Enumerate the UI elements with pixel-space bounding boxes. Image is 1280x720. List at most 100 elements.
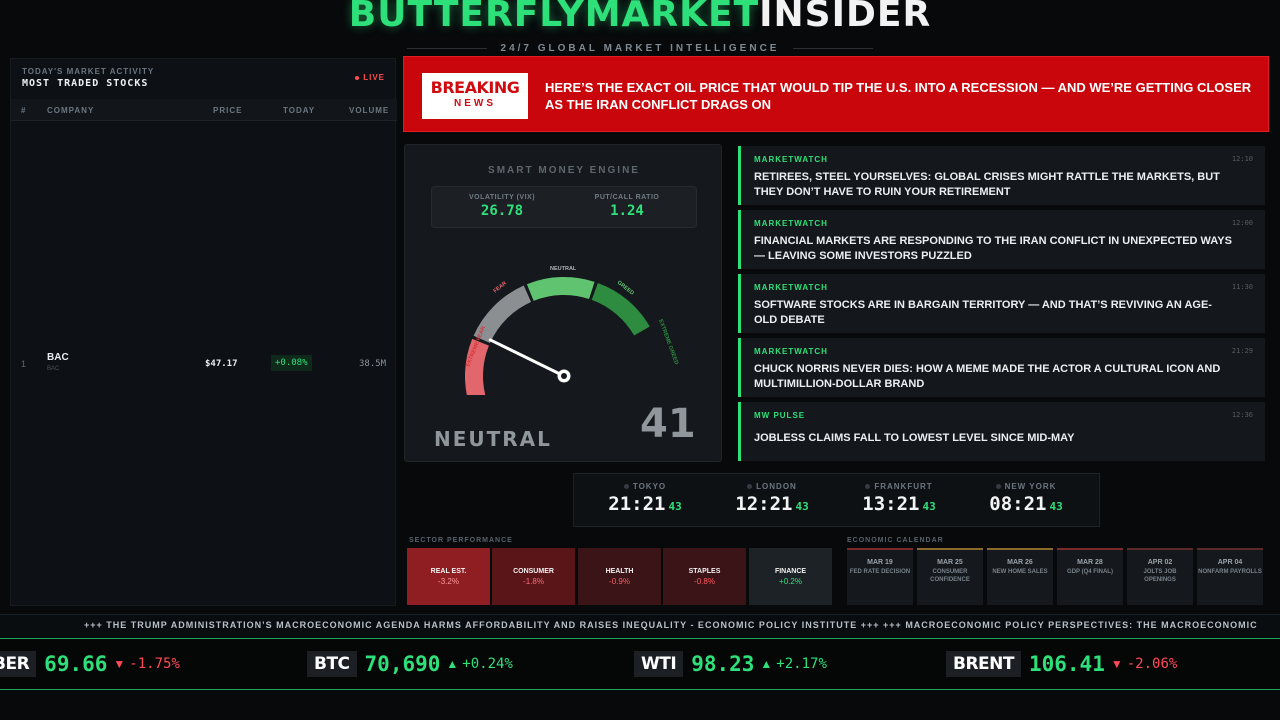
put-call-metric: PUT/CALL RATIO 1.24 <box>567 194 687 219</box>
breaking-news-badge: BREAKING NEWS <box>422 73 528 119</box>
calendar-event[interactable]: MAR 28 GDP (Q4 FINAL) <box>1057 548 1123 605</box>
sector-performance-title: SECTOR PERFORMANCE <box>409 537 513 544</box>
zone-label-extreme-greed: EXTREME GREED <box>657 319 679 366</box>
panel-title: MOST TRADED STOCKS <box>22 78 149 89</box>
sentiment-gauge: EXTREME FEAR FEAR NEUTRAL GREED EXTREME … <box>465 266 679 395</box>
sentiment-state: NEUTRAL <box>434 427 552 451</box>
sector-value: -1.8% <box>523 577 544 586</box>
sector-value: -0.8% <box>694 577 715 586</box>
news-item[interactable]: MARKETWATCH 11:30 SOFTWARE STOCKS ARE IN… <box>738 274 1265 333</box>
news-time: 21:29 <box>1231 347 1253 355</box>
event-name: GDP (Q4 FINAL) <box>1067 569 1113 575</box>
column-header-price[interactable]: PRICE <box>213 106 243 115</box>
up-arrow-icon: ▲ <box>760 657 773 671</box>
news-headline[interactable]: SOFTWARE STOCKS ARE IN BARGAIN TERRITORY… <box>754 299 1212 326</box>
clock-city: FRANKFURT <box>874 482 933 491</box>
news-item[interactable]: MARKETWATCH 21:29 CHUCK NORRIS NEVER DIE… <box>738 338 1265 397</box>
clock-time: 12:21 <box>735 493 793 515</box>
clock-city: LONDON <box>756 482 797 491</box>
sector-tile[interactable]: FINANCE +0.2% <box>749 548 832 605</box>
column-header-index[interactable]: # <box>21 106 27 115</box>
gauge-segment-greed <box>526 277 595 302</box>
column-header-company[interactable]: COMPANY <box>47 106 95 115</box>
clock-time: 13:21 <box>862 493 920 515</box>
news-headline[interactable]: CHUCK NORRIS NEVER DIES: HOW A MEME MADE… <box>754 363 1221 390</box>
news-time: 12:36 <box>1231 411 1253 419</box>
vix-metric: VOLATILITY (VIX) 26.78 <box>442 194 562 219</box>
sector-name: STAPLES <box>688 568 721 575</box>
column-header-today[interactable]: TODAY <box>283 106 316 115</box>
quote-item[interactable]: BER 69.66 ▼-1.75% <box>0 651 180 679</box>
news-headline[interactable]: JOBLESS CLAIMS FALL TO LOWEST LEVEL SINC… <box>754 432 1075 444</box>
zone-label-fear: FEAR <box>493 281 509 295</box>
news-label: NEWS <box>454 98 496 109</box>
down-arrow-icon: ▼ <box>113 657 126 671</box>
sector-value: +0.2% <box>779 577 802 586</box>
sector-tile[interactable]: HEALTH -0.9% <box>578 548 661 605</box>
quote-change: +0.24% <box>462 656 513 672</box>
breaking-news-banner[interactable]: BREAKING NEWS HERE’S THE EXACT OIL PRICE… <box>403 56 1269 132</box>
quote-symbol: BER <box>0 651 37 677</box>
quote-item[interactable]: BRENT 106.41 ▼ -2.06% <box>946 651 1177 679</box>
sector-tile[interactable]: STAPLES -0.8% <box>663 548 746 605</box>
quote-symbol: BTC <box>307 651 357 677</box>
calendar-event[interactable]: MAR 19 FED RATE DECISION <box>847 548 913 605</box>
news-item[interactable]: MARKETWATCH 12:10 RETIREES, STEEL YOURSE… <box>738 146 1265 205</box>
event-name: NONFARM PAYROLLS <box>1198 569 1262 575</box>
quote-item[interactable]: BTC 70,690 ▲ +0.24% <box>307 651 513 679</box>
news-source: MARKETWATCH <box>754 219 828 228</box>
most-traded-stocks-panel: TODAY'S MARKET ACTIVITY MOST TRADED STOC… <box>10 58 397 606</box>
quote-symbol: WTI <box>634 651 684 677</box>
down-arrow-icon: ▼ <box>1110 657 1123 671</box>
sector-tile[interactable]: REAL EST. -3.2% <box>407 548 490 605</box>
news-time: 12:10 <box>1231 155 1253 163</box>
world-clocks: TOKYO 21:21 43 LONDON 12:21 43 FRANKFURT 1… <box>573 473 1100 527</box>
up-arrow-icon: ▲ <box>446 657 459 671</box>
news-item[interactable]: MW PULSE 12:36 JOBLESS CLAIMS FALL TO LO… <box>738 402 1265 461</box>
event-name: CONSUMER CONFIDENCE <box>930 569 970 583</box>
breaking-headline[interactable]: HERE’S THE EXACT OIL PRICE THAT WOULD TI… <box>545 80 1252 112</box>
news-time: 11:30 <box>1231 283 1253 291</box>
sector-name: REAL EST. <box>430 568 467 575</box>
row-volume: 38.5M <box>359 359 387 369</box>
panel-subtitle: TODAY'S MARKET ACTIVITY <box>22 67 155 76</box>
calendar-event[interactable]: APR 04 NONFARM PAYROLLS <box>1197 548 1263 605</box>
brand-logo: BUTTERFLYMARKETINSIDER <box>0 0 1280 38</box>
calendar-event[interactable]: MAR 25 CONSUMER CONFIDENCE <box>917 548 983 605</box>
clock-dot-icon <box>995 484 1001 490</box>
table-row[interactable]: 1 BAC BAC $47.17 +0.08% 38.5M <box>11 347 397 381</box>
quote-item[interactable]: WTI 98.23 ▲ +2.17% <box>634 651 827 679</box>
event-date: MAR 19 <box>867 559 893 566</box>
calendar-event[interactable]: APR 02 JOLTS JOB OPENINGS <box>1127 548 1193 605</box>
gauge-needle <box>488 338 566 378</box>
zone-label-neutral: NEUTRAL <box>550 266 577 272</box>
live-label: LIVE <box>363 73 385 82</box>
put-call-label: PUT/CALL RATIO <box>594 194 660 201</box>
sector-value: -0.9% <box>609 577 630 586</box>
gauge-hub-center <box>561 373 567 379</box>
quote-symbol: BRENT <box>946 651 1021 677</box>
row-price: $47.17 <box>205 359 238 369</box>
clock-seconds: 43 <box>795 500 809 513</box>
row-index: 1 <box>21 359 27 369</box>
news-headline[interactable]: RETIREES, STEEL YOURSELVES: GLOBAL CRISE… <box>754 171 1220 198</box>
event-date: APR 02 <box>1147 559 1173 566</box>
clock-time: 08:21 <box>989 493 1047 515</box>
row-change-badge: +0.08% <box>271 355 312 371</box>
news-source: MARKETWATCH <box>754 155 828 164</box>
clock-seconds: 43 <box>1049 500 1063 513</box>
sector-name: FINANCE <box>774 568 807 575</box>
clock-city: TOKYO <box>632 482 667 491</box>
gauge-title: SMART MONEY ENGINE <box>488 165 640 176</box>
event-date: MAR 26 <box>1007 559 1033 566</box>
news-item[interactable]: MARKETWATCH 12:00 FINANCIAL MARKETS ARE … <box>738 210 1265 269</box>
event-name: JOLTS JOB OPENINGS <box>1143 569 1177 583</box>
sector-tile[interactable]: CONSUMER -1.8% <box>492 548 575 605</box>
calendar-event[interactable]: MAR 26 NEW HOME SALES <box>987 548 1053 605</box>
column-header-volume[interactable]: VOLUME <box>349 106 390 115</box>
sector-name: CONSUMER <box>513 568 554 575</box>
quote-price: 70,690 <box>364 652 441 676</box>
news-headline[interactable]: FINANCIAL MARKETS ARE RESPONDING TO THE … <box>754 235 1232 262</box>
row-ticker: BAC <box>47 366 60 372</box>
